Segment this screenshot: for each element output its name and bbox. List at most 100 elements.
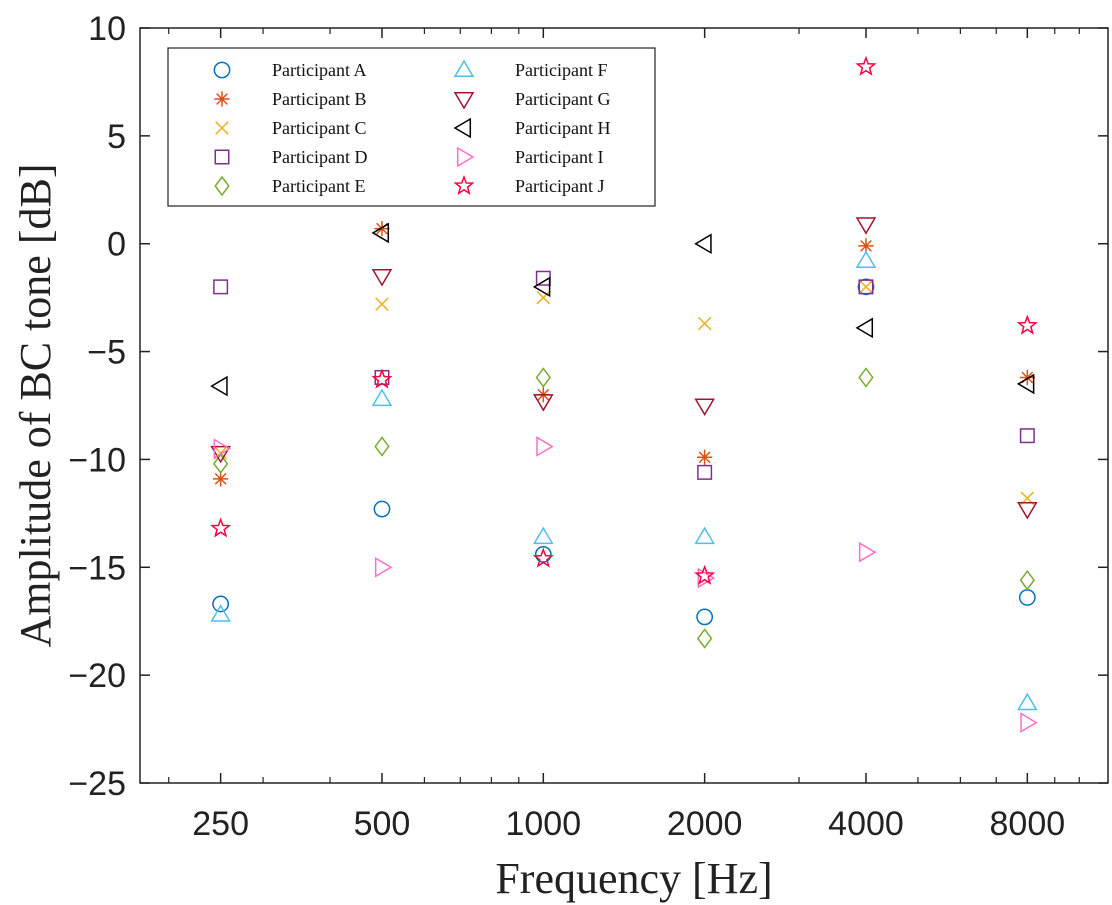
data-point	[697, 567, 716, 589]
data-point	[1016, 314, 1038, 335]
data-point	[213, 438, 232, 459]
data-point	[1017, 692, 1038, 711]
data-point	[371, 269, 393, 287]
y-tick-label: 5	[107, 118, 126, 156]
series-j	[210, 55, 1038, 585]
legend-marker	[453, 174, 475, 196]
legend-marker	[213, 61, 231, 79]
data-point	[212, 595, 230, 613]
data-point	[374, 220, 390, 237]
legend-marker	[456, 146, 475, 168]
data-point	[855, 317, 874, 339]
data-point	[857, 278, 875, 296]
y-axis: −25 −20 −15 −10 −5 0 5 10	[68, 10, 1108, 803]
data-point	[858, 541, 877, 563]
legend-marker	[214, 149, 230, 165]
series-b	[212, 220, 1035, 487]
legend-marker	[215, 121, 229, 135]
data-point	[1020, 712, 1038, 733]
data-point	[210, 445, 231, 464]
data-point	[373, 500, 391, 518]
legend-item: Participant C	[215, 118, 366, 138]
legend-box	[167, 47, 656, 207]
legend-item: Participant E	[214, 175, 365, 197]
data-point	[855, 217, 877, 235]
data-point	[532, 547, 554, 568]
series-e	[212, 367, 1036, 649]
y-tick-label: −10	[68, 441, 126, 479]
legend-label: Participant C	[272, 118, 366, 138]
data-point	[212, 471, 229, 487]
data-point	[371, 222, 390, 244]
data-point	[212, 453, 229, 474]
data-point	[375, 297, 389, 311]
x-axis-title: Frequency [Hz]	[495, 854, 772, 903]
series-d	[213, 270, 1035, 480]
data-point	[694, 398, 715, 416]
data-point	[533, 526, 554, 545]
data-point	[1016, 373, 1035, 395]
data-point	[858, 279, 874, 295]
legend-label: Participant H	[515, 118, 610, 138]
data-point	[859, 280, 873, 294]
series-f	[210, 250, 1038, 711]
y-tick-label: 0	[107, 226, 126, 264]
legend-marker	[453, 91, 475, 110]
x-tick-label: 500	[354, 805, 411, 843]
legend-item: Participant F	[453, 59, 608, 80]
series-g	[210, 217, 1038, 520]
x-tick-label: 1000	[505, 805, 581, 843]
data-point	[694, 564, 716, 585]
data-point	[210, 604, 231, 622]
data-point	[858, 367, 874, 388]
legend-marker	[214, 91, 230, 107]
axes-box	[139, 27, 1109, 784]
y-tick-label: −20	[68, 657, 126, 695]
data-point	[371, 388, 393, 407]
data-point	[536, 290, 551, 305]
data-point	[535, 367, 552, 388]
legend: Participant A Participant B Participant C P…	[167, 47, 656, 207]
data-point	[371, 368, 393, 389]
data-point	[1019, 369, 1035, 386]
data-point	[374, 556, 393, 578]
legend-item: Participant H	[453, 117, 610, 139]
data-point	[1019, 569, 1036, 591]
data-point	[697, 464, 713, 480]
legend-label: Participant E	[272, 176, 365, 196]
data-point	[533, 394, 554, 412]
legend-item: Participant D	[214, 147, 367, 167]
data-point	[697, 316, 712, 331]
data-point	[1018, 589, 1036, 606]
legend-item: Participant A	[213, 60, 366, 80]
plot-area	[139, 27, 1109, 784]
legend-label: Participant J	[515, 176, 604, 196]
y-tick-label: −5	[87, 334, 126, 372]
legend-label: Participant F	[515, 60, 608, 80]
legend-marker	[214, 175, 230, 197]
data-point	[374, 436, 390, 457]
data-point	[696, 628, 713, 649]
data-point	[697, 449, 713, 465]
x-tick-label: 4000	[828, 805, 904, 843]
data-point	[855, 55, 877, 76]
data-point	[1017, 501, 1038, 520]
series-h	[210, 222, 1035, 397]
x-tick-label: 8000	[990, 805, 1066, 843]
y-tick-label: 10	[88, 10, 126, 48]
legend-label: Participant I	[515, 147, 603, 167]
data-point	[694, 233, 712, 255]
legend-marker	[453, 59, 475, 78]
data-point	[213, 279, 229, 295]
series-i	[213, 436, 1038, 733]
series-a	[212, 278, 1036, 626]
legend-item: Participant B	[214, 89, 366, 109]
data-point	[696, 608, 714, 626]
legend-item: Participant G	[453, 89, 610, 110]
legend-item: Participant J	[453, 174, 604, 196]
legend-label: Participant A	[272, 60, 366, 80]
data-markers	[210, 55, 1038, 733]
legend-label: Participant B	[272, 89, 366, 109]
legend-marker	[453, 117, 472, 139]
y-tick-label: −25	[68, 765, 126, 803]
